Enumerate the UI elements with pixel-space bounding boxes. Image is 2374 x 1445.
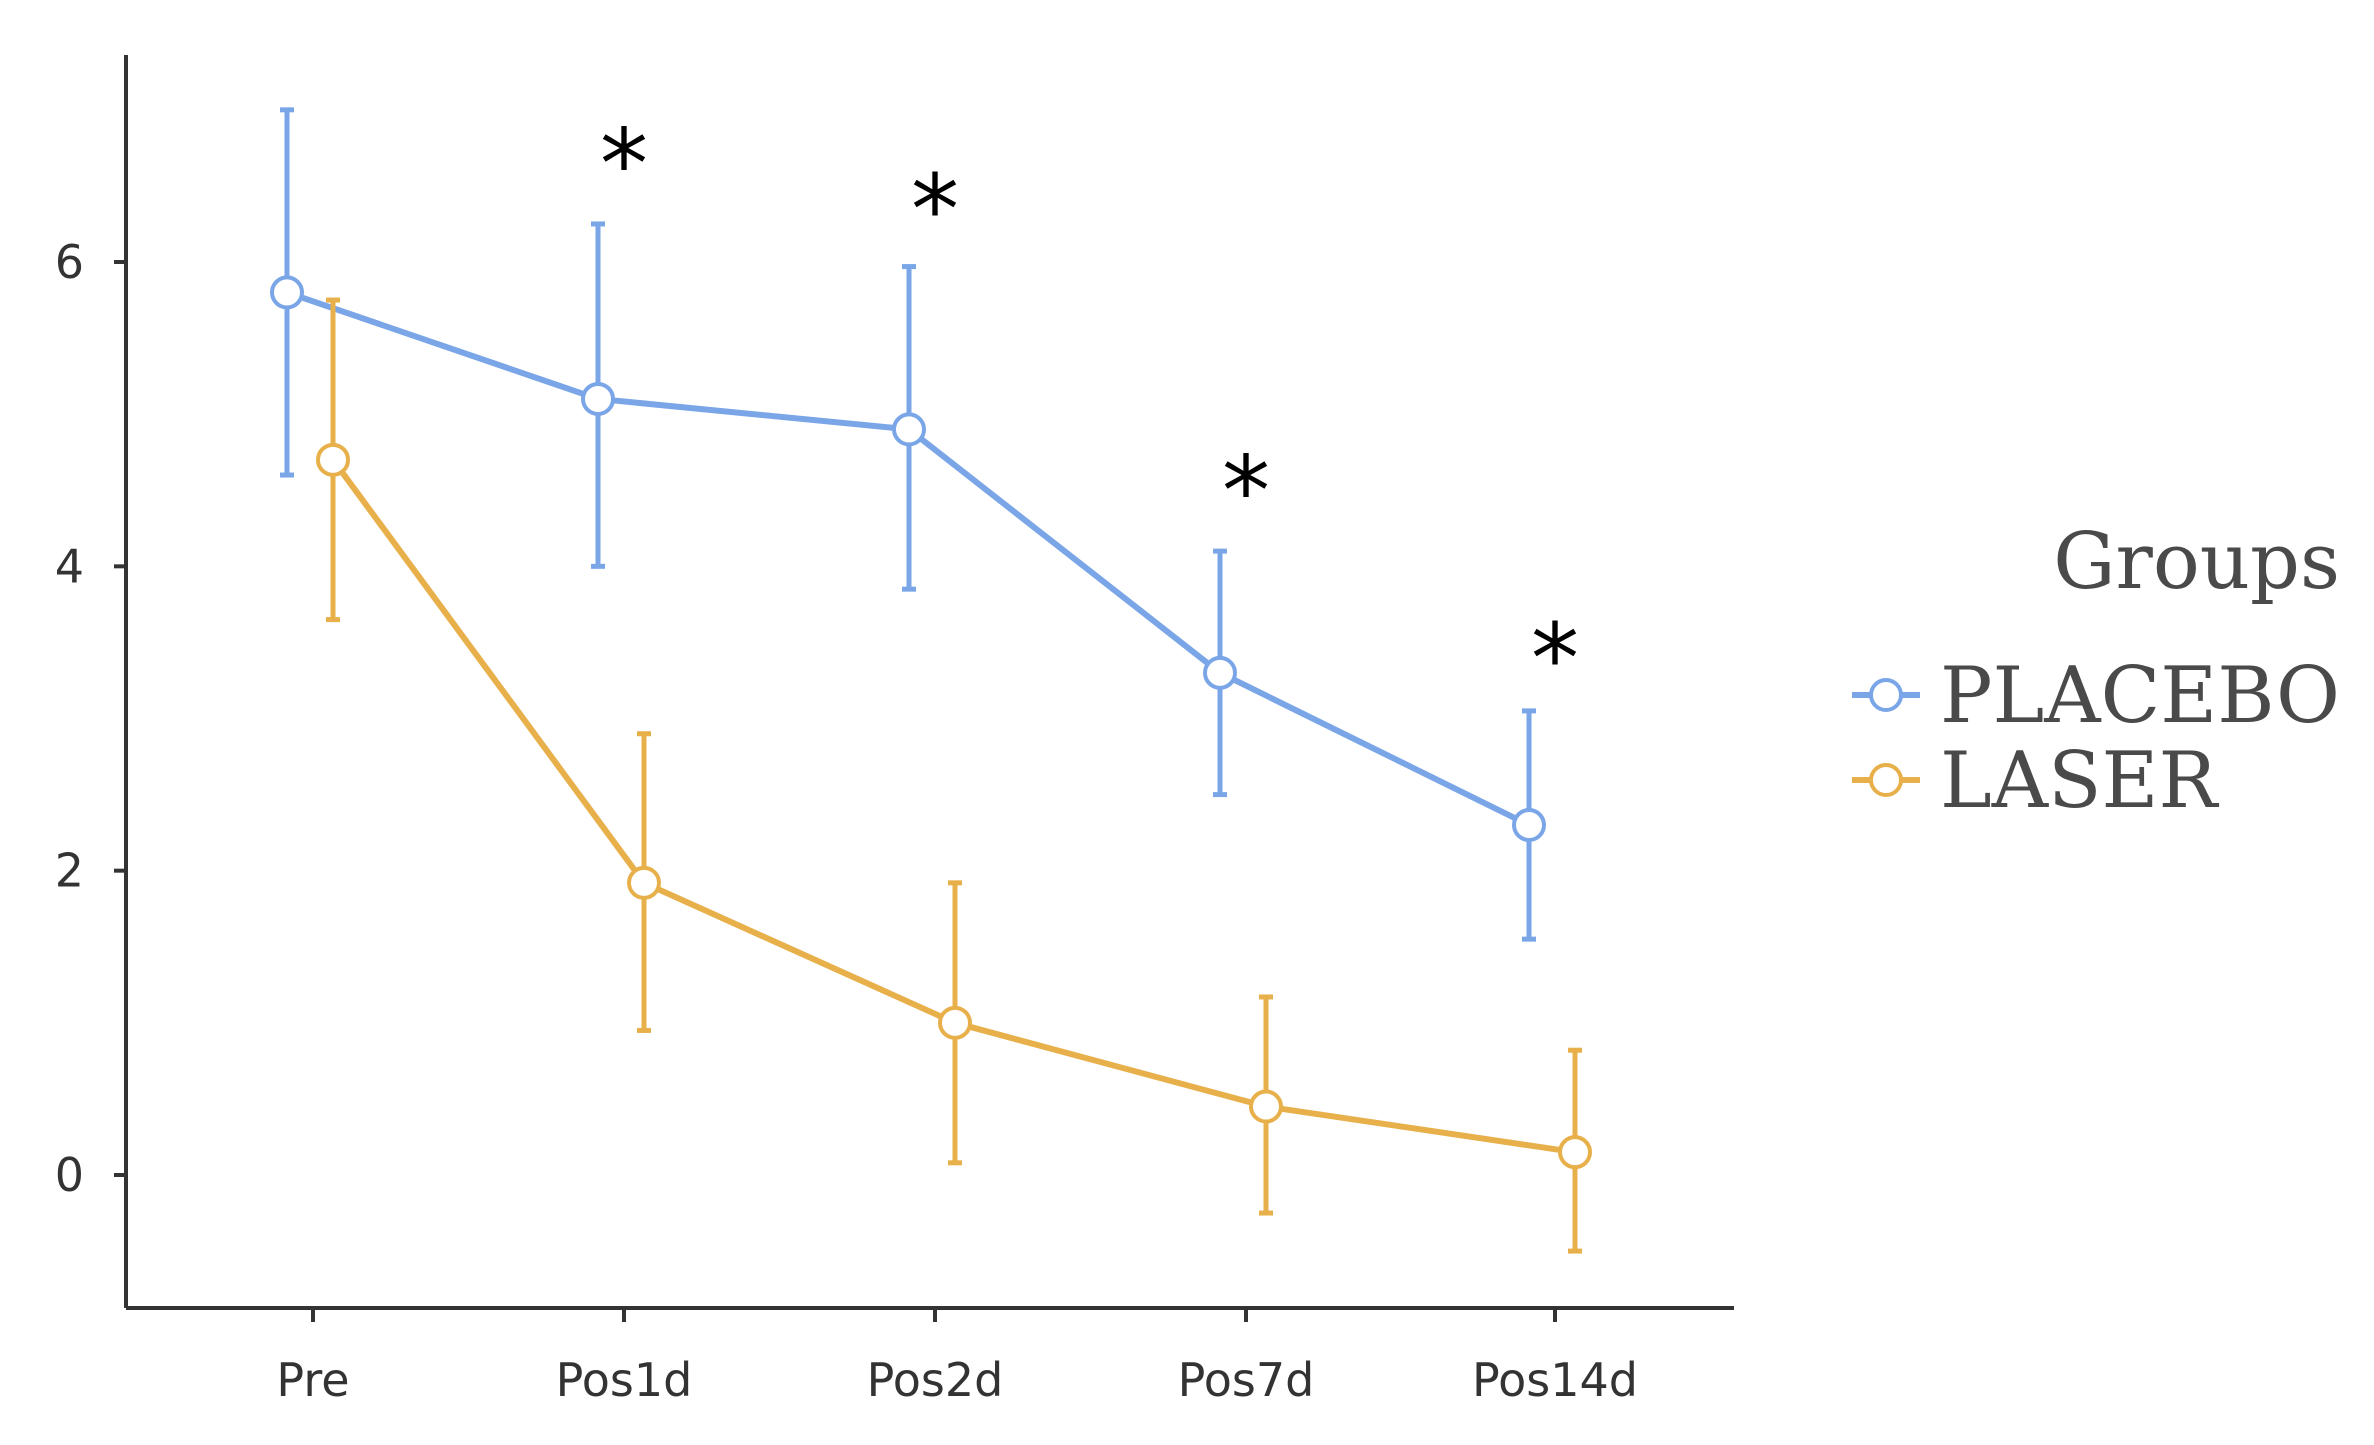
significance-star: * bbox=[911, 154, 959, 266]
y-tick-label: 4 bbox=[55, 539, 84, 593]
data-point-placebo bbox=[270, 275, 304, 310]
y-tick-label: 2 bbox=[55, 844, 84, 898]
data-point-laser bbox=[316, 442, 350, 477]
series bbox=[270, 107, 1592, 1254]
legend-item-laser: LASER bbox=[1852, 736, 2219, 826]
legend-marker-placebo bbox=[1869, 678, 1903, 712]
ticks: 0 2 4 6 Pre Pos1d Pos2d Pos7d Pos14d bbox=[55, 235, 1638, 1407]
y-tick-label: 0 bbox=[55, 1148, 84, 1202]
data-point-laser bbox=[938, 1005, 972, 1040]
x-tick-label: Pre bbox=[276, 1353, 349, 1407]
data-point-placebo bbox=[892, 412, 926, 447]
legend-label-placebo: PLACEBO bbox=[1940, 651, 2340, 741]
significance-star: * bbox=[1531, 603, 1579, 715]
data-point-placebo bbox=[1203, 655, 1237, 690]
x-tick-label: Pos7d bbox=[1178, 1353, 1315, 1407]
x-tick-label: Pos14d bbox=[1472, 1353, 1638, 1407]
data-point-laser bbox=[627, 865, 661, 900]
legend-marker-laser bbox=[1869, 763, 1903, 797]
data-point-placebo bbox=[581, 381, 615, 416]
legend-label-laser: LASER bbox=[1940, 736, 2219, 826]
legend-title: Groups bbox=[2053, 517, 2340, 607]
x-tick-label: Pos1d bbox=[556, 1353, 693, 1407]
data-point-laser bbox=[1249, 1089, 1283, 1124]
legend-item-placebo: PLACEBO bbox=[1852, 651, 2340, 741]
data-point-laser bbox=[1558, 1135, 1592, 1170]
y-tick-label: 6 bbox=[55, 235, 84, 289]
series-laser bbox=[316, 297, 1592, 1254]
data-point-placebo bbox=[1512, 808, 1546, 843]
significance-star: * bbox=[600, 108, 648, 220]
series-placebo bbox=[270, 107, 1546, 942]
significance-star: * bbox=[1222, 436, 1270, 548]
x-tick-label: Pos2d bbox=[867, 1353, 1004, 1407]
significance-annotations: * * * * bbox=[600, 108, 1579, 715]
